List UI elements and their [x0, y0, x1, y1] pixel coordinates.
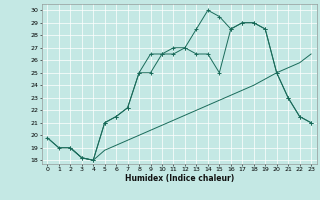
X-axis label: Humidex (Indice chaleur): Humidex (Indice chaleur) [124, 174, 234, 183]
